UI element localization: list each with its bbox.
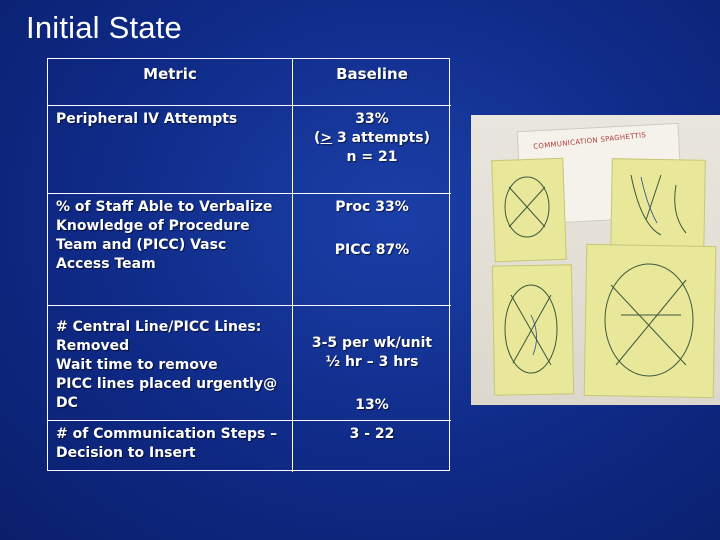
metric-text: PICC lines placed urgently@ DC xyxy=(56,376,278,411)
header-baseline: Baseline xyxy=(293,59,451,106)
baseline-value: Proc 33% xyxy=(335,199,409,215)
row-staff-knowledge-baseline: Proc 33% PICC 87% xyxy=(293,194,451,306)
row-communication-steps-metric: # of Communication Steps – Decision to I… xyxy=(48,421,293,472)
header-metric: Metric xyxy=(48,59,293,106)
metric-text: # of Communication Steps – Decision to I… xyxy=(56,426,278,461)
row-peripheral-iv-metric: Peripheral IV Attempts xyxy=(48,106,293,194)
slide-title: Initial State xyxy=(26,10,182,45)
baseline-value: PICC 87% xyxy=(334,242,410,258)
metric-text: Peripheral IV Attempts xyxy=(56,111,238,127)
metric-text: % of Staff Able to Verbalize Knowledge o… xyxy=(56,199,273,272)
metric-text: Removed xyxy=(56,338,130,354)
metric-text: # Central Line/PICC Lines: xyxy=(56,319,262,335)
baseline-value: n = 21 xyxy=(346,149,398,165)
row-peripheral-iv-baseline: 33% (> 3 attempts) n = 21 xyxy=(293,106,451,194)
communication-spaghetti-photo: COMMUNICATION SPAGHETTIS xyxy=(471,115,720,405)
row-central-line-baseline: 3-5 per wk/unit ½ hr – 3 hrs 13% xyxy=(293,306,451,421)
baseline-table: Metric Baseline Peripheral IV Attempts 3… xyxy=(47,58,451,472)
metric-text: Wait time to remove xyxy=(56,357,218,373)
row-central-line-metric: # Central Line/PICC Lines: Removed Wait … xyxy=(48,306,293,421)
row-communication-steps-baseline: 3 - 22 xyxy=(293,421,451,472)
baseline-value: 3-5 per wk/unit xyxy=(311,335,433,351)
baseline-value: (> 3 attempts) xyxy=(314,130,430,146)
baseline-value: ½ hr – 3 hrs xyxy=(325,354,419,370)
row-staff-knowledge-metric: % of Staff Able to Verbalize Knowledge o… xyxy=(48,194,293,306)
baseline-value: 3 - 22 xyxy=(349,426,395,442)
baseline-value: 33% xyxy=(355,111,389,127)
scribble-lines xyxy=(504,174,694,377)
baseline-value: 13% xyxy=(355,397,389,413)
